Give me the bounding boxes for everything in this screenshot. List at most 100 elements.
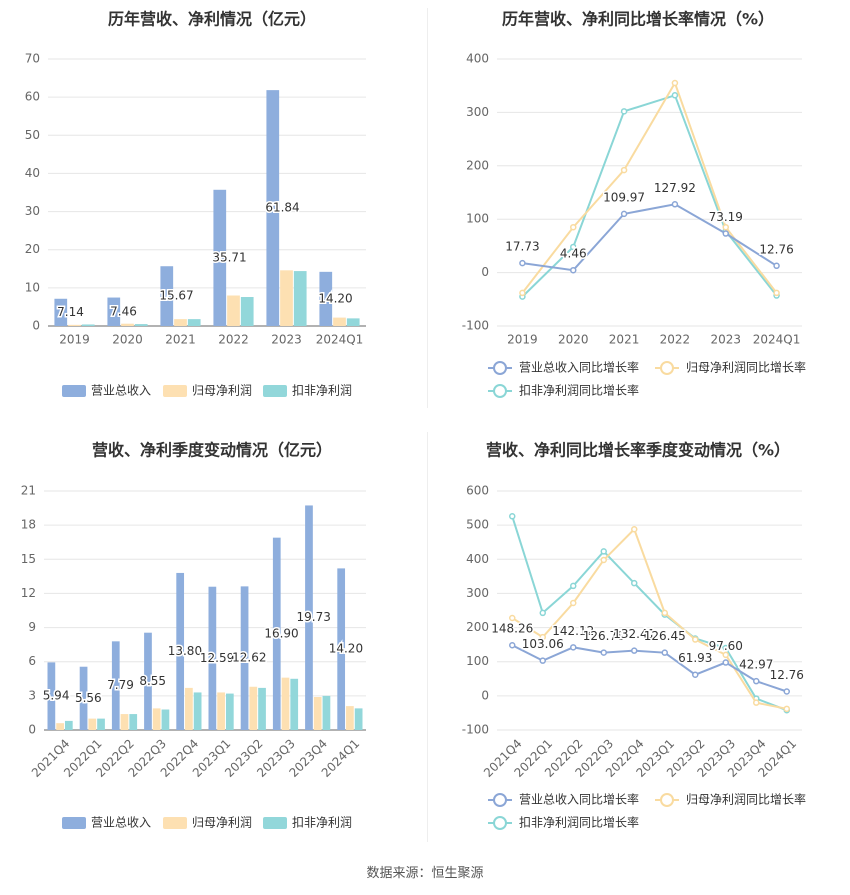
p2-point [570,223,577,231]
p1-bar-revenue [160,266,174,326]
p4-point [692,671,699,678]
p2-y-tick-label: 300 [466,105,489,119]
p4-data-label: 12.76 [770,668,804,682]
p3-legend-swatch [263,817,287,829]
p1-bar-net-profit [280,270,293,326]
p2-data-label: 73.19 [709,210,743,224]
p3-data-label: 19.73 [297,610,331,624]
p2-x-tick-label: 2022 [660,333,691,347]
p3-y-tick-label: 15 [21,552,36,566]
p3-y-tick-label: 12 [21,586,36,600]
p3-bar-deducted-profit [354,708,363,730]
p1-y-tick-label: 40 [25,166,40,180]
p4-point [722,651,729,659]
p2-series-line-net-profit [521,80,778,294]
p2-point [671,92,679,99]
p3-data-label: 16.90 [264,626,298,640]
p4-point [539,657,546,664]
p1-y-tick-label: 20 [25,242,40,256]
p1-y-tick-label: 0 [32,319,40,333]
p3-chart-title: 营收、净利季度变动情况（亿元） [92,441,332,460]
p4-data-label: 42.97 [739,658,773,672]
p1-bar-net-profit [333,317,346,326]
p2-series-line-revenue [522,203,778,272]
p3-bar-revenue [208,586,217,730]
p2-y-tick-label: 0 [481,265,489,279]
p3-bar-revenue [337,568,346,730]
p1-bar-deducted-profit [81,324,95,326]
p2-x-tick-label: 2019 [507,333,538,347]
p1-bar-deducted-profit [240,297,254,326]
p4-y-tick-label: 300 [466,586,489,600]
p4-series-line-deducted-profit [511,515,788,712]
p2-point [773,289,780,297]
p1-bar-revenue [107,297,121,326]
p1-chart-title: 历年营收、净利情况（亿元） [108,10,316,29]
p1-legend-label: 扣非净利润 [292,384,352,398]
p4-point [509,614,516,622]
p4-point [539,633,546,641]
p3-bar-net-profit [346,706,354,730]
p2-point [722,223,729,231]
p2-series-line-deducted-profit [521,94,778,298]
p3-bar-net-profit [120,714,129,730]
p4-point [600,649,607,656]
p4-y-tick-label: 500 [466,518,489,532]
p3-y-tick-label: 21 [21,484,36,498]
p2-point [773,262,780,270]
p2-data-label: 127.92 [654,181,696,195]
p3-bar-revenue [79,666,88,730]
p4-point [661,609,668,617]
p1-bar-revenue [266,90,280,326]
p4-series-line-revenue [511,644,788,693]
p2-point [671,201,679,208]
p2-point [671,79,679,87]
p1-data-label: 7.14 [57,305,84,319]
p1-data-label: 35.71 [212,250,246,264]
p3-data-label: 5.56 [75,691,102,705]
p4-y-tick-label: 0 [481,688,489,702]
p4-point [600,548,607,555]
p2-data-label: 109.97 [603,190,645,204]
p3-bar-deducted-profit [129,714,138,730]
p1-y-tick-label: 70 [25,52,40,66]
p1-legend-swatch [263,385,287,397]
p3-bar-deducted-profit [290,678,299,730]
p2-y-tick-label: -100 [462,319,489,333]
p3-bar-net-profit [185,687,193,730]
p3-y-tick-label: 9 [28,620,36,634]
p4-legend-label: 归母净利润同比增长率 [686,792,806,807]
p3-bar-deducted-profit [225,693,234,730]
p3-y-tick-label: 6 [28,654,36,668]
p1-x-tick-label: 2024Q1 [316,333,364,347]
p1-y-tick-label: 10 [25,280,40,294]
divider-top [427,8,428,408]
p4-point [570,599,577,607]
p4-point [631,525,638,533]
data-source: 数据来源：恒生聚源 [366,866,484,881]
p3-data-label: 8.55 [139,674,166,688]
p4-data-label: 132.41 [613,627,655,641]
p2-x-tick-label: 2021 [609,333,640,347]
p2-x-tick-label: 2024Q1 [753,333,801,347]
p1-legend-swatch [62,385,86,397]
p3-data-label: 13.80 [168,644,202,658]
p3-bar-net-profit [281,677,290,730]
p4-legend-label: 扣非净利润同比增长率 [519,815,639,830]
p3-legend-swatch [163,817,187,829]
p3-data-label: 12.59 [200,651,234,665]
p2-y-tick-label: 100 [466,212,489,226]
p1-bar-net-profit [121,323,134,326]
p1-bar-revenue [319,271,333,326]
p4-point [509,641,516,649]
p1-x-tick-label: 2021 [165,333,196,347]
p2-legend-label: 扣非净利润同比增长率 [519,383,639,398]
p2-y-tick-label: 200 [466,158,489,172]
p1-bar-revenue [54,298,68,326]
p1-y-tick-label: 60 [25,90,40,104]
p2-point [519,259,526,267]
p2-point [722,230,729,237]
p4-legend-marker [493,793,507,807]
p4-point [722,644,729,652]
p1-bar-deducted-profit [134,324,148,326]
